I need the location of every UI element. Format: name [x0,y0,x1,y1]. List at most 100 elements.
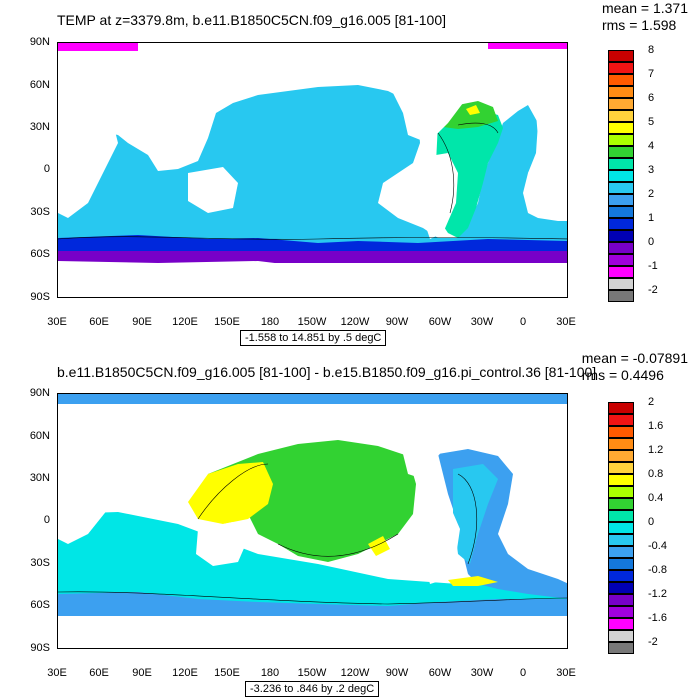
lon-label: 180 [260,667,280,679]
colorbar-label: -1.6 [648,612,667,624]
lat-label: 90N [29,387,50,399]
colorbar-swatch [608,278,634,290]
colorbar-label: 4 [648,140,655,152]
europe-africa-east [503,65,567,193]
colorbar-swatch [608,618,634,630]
southern-ocean-blue [58,592,567,616]
colorbar-swatch [608,170,634,182]
colorbar-swatch [608,182,634,194]
colorbar-swatch [608,630,634,642]
north-america [380,53,488,143]
colorbar-swatch [608,558,634,570]
lon-label: 90W [385,316,409,328]
colorbar-swatch [608,290,634,302]
lon-label: 90E [132,316,152,328]
lon-label: 30E [556,667,576,679]
colorbar-swatch [608,594,634,606]
contour-lines [58,122,567,240]
stats-box: mean = -0.07891 rms = 0.4496 [582,350,688,384]
colorbar-swatch [608,50,634,62]
colorbar-label: -1 [648,260,658,272]
map-field [58,394,567,648]
lon-label: 120E [172,316,198,328]
colorbar-label: -0.4 [648,540,667,552]
stats-box: mean = 1.371 rms = 1.598 [602,0,688,34]
southern-ocean-deep [58,235,567,251]
colorbar-swatch [608,122,634,134]
lat-label: 30N [29,121,50,133]
colorbar-label: 6 [648,92,655,104]
colorbar-label: 5 [648,116,655,128]
contour-lines [58,463,567,605]
lon-label: 90W [385,667,409,679]
lon-label: 150E [214,316,240,328]
lon-label: 60E [89,667,109,679]
lon-label: 30E [556,316,576,328]
lat-label: 30N [29,472,50,484]
atlantic-light [453,464,498,564]
labrador-yellow [466,105,480,115]
australia [196,522,248,566]
map-panel-bottom: b.e11.B1850C5CN.f09_g16.005 [81-100] - b… [0,350,700,700]
colorbar-swatch [608,414,634,426]
panel-title: TEMP at z=3379.8m, b.e11.B1850C5CN.f09_g… [57,12,447,28]
map-panel-top: TEMP at z=3379.8m, b.e11.B1850C5CN.f09_g… [29,0,688,346]
indian-pacific-ocean [58,85,567,243]
colorbar-label: -2 [648,636,658,648]
colorbar-label: 3 [648,164,655,176]
colorbar-swatch [608,98,634,110]
colorbar-swatch [608,450,634,462]
australia [188,167,238,213]
colorbar-label: 2 [648,188,655,200]
colorbar-label: -2 [648,284,658,296]
lon-label: 30E [47,316,67,328]
colorbar-label: 1 [648,212,655,224]
lat-label: 90N [29,36,50,48]
lon-label: 60W [428,316,452,328]
lon-label: 150W [297,667,327,679]
lon-label: 30E [47,667,67,679]
lon-label: 0 [519,667,527,679]
colorbar-swatch [608,486,634,498]
colorbar-label: 0 [648,236,655,248]
mean-value: mean = -0.07891 [581,350,688,366]
europe-africa-east [508,424,567,544]
colorbar-label: -0.8 [648,564,667,576]
colorbar-swatch [608,266,634,278]
colorbar-swatch [608,254,634,266]
colorbar-swatch [608,110,634,122]
southern-indian-cyan [58,512,567,624]
lon-label: 150E [214,667,240,679]
pacific-yellow [188,462,273,524]
south-america [420,506,460,584]
map-field [58,43,567,297]
lat-label: 60N [29,79,50,91]
asia [98,53,238,133]
colorbar-swatch [608,546,634,558]
colorbar-swatch [608,522,634,534]
arctic-magenta [58,43,567,51]
lon-label: 180 [260,316,280,328]
colorbar-label: 1.2 [648,444,664,456]
lon-label: 120E [172,667,198,679]
lon-label: 90E [132,667,152,679]
colorbar-swatch [608,570,634,582]
africa [58,113,118,218]
lon-label: 150W [297,316,327,328]
colorbar-swatch [608,218,634,230]
lat-label: 0 [43,163,50,175]
lon-label: 120W [340,316,370,328]
lon-label: 120W [340,667,370,679]
africa [58,466,113,544]
lat-label: 0 [43,514,50,526]
colorbar-label: 1.6 [648,420,664,432]
north-america [388,406,468,479]
rms-value: rms = 0.4496 [581,367,664,383]
colorbar-swatch [608,158,634,170]
colorbar-label: 7 [648,68,655,80]
colorbar-swatch [608,426,634,438]
colorbar-swatch [608,534,634,546]
colorbar-swatch [608,242,634,254]
arctic-strip [58,394,567,404]
colorbar-label: 2 [648,396,655,408]
